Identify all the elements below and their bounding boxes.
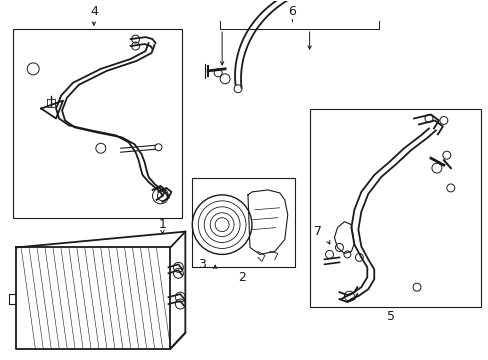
Bar (192, 178, 294, 267)
Bar (309, 109, 480, 307)
Text: 6: 6 (287, 5, 295, 18)
Text: 1: 1 (158, 218, 166, 231)
Text: 2: 2 (238, 271, 245, 284)
Text: 4: 4 (90, 5, 98, 18)
Text: 3: 3 (198, 258, 206, 271)
Text: 7: 7 (313, 225, 321, 238)
Bar (13, 29, 182, 218)
Text: 5: 5 (386, 310, 394, 323)
